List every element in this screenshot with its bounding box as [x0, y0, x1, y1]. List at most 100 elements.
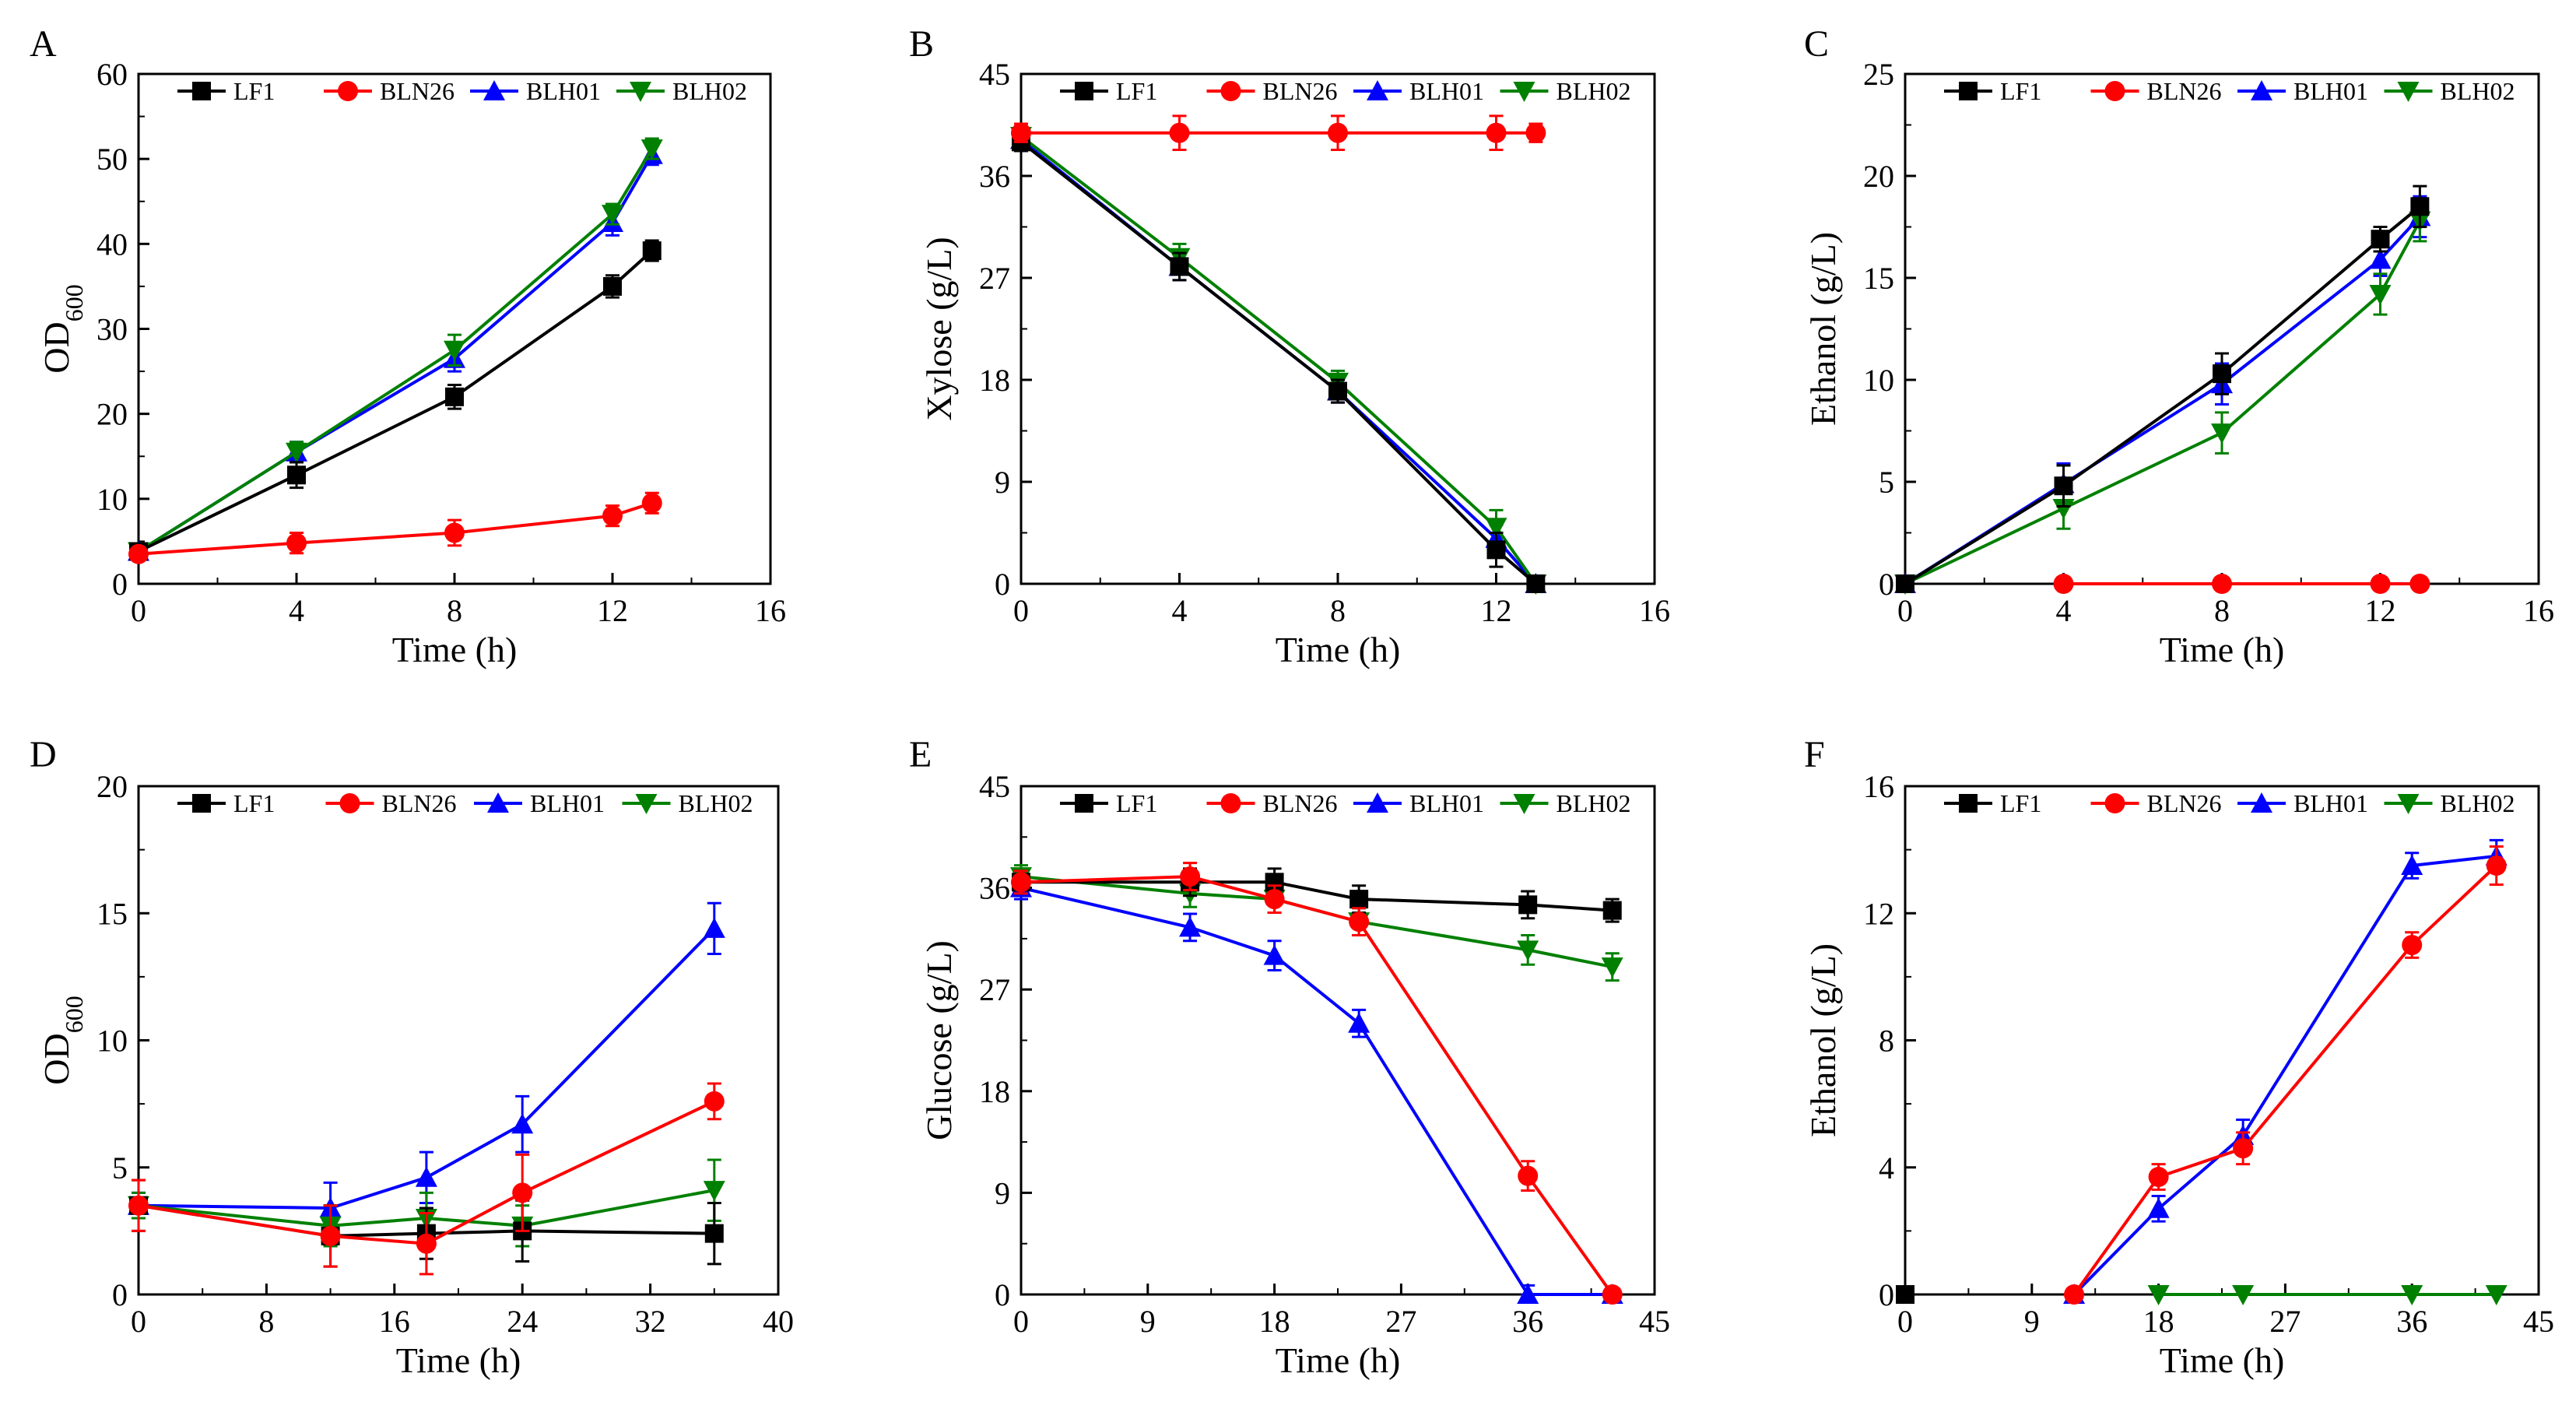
panel-c-x-tick-label: 16	[2523, 593, 2554, 628]
panel-c-y-tick-label: 5	[1879, 465, 1894, 500]
panel-b-legend: LF1 BLN26 BLH01 BLH02	[1060, 77, 1631, 105]
panel-d-legend-label: BLN26	[382, 789, 457, 817]
panel-f-blh02-point	[2147, 1285, 2170, 1305]
panel-a-bln26-line	[138, 501, 653, 556]
panel-a-letter: A	[30, 23, 57, 65]
panel-a-blh01-line	[137, 153, 654, 553]
panel-f-y-axis-title: Ethanol (g/L)	[1803, 943, 1843, 1137]
panel-e-y-tick-label: 45	[979, 769, 1010, 804]
panel-e-x-axis-title: Time (h)	[1276, 1340, 1401, 1380]
panel-e: E 0 9 18 27 36 45 0 9 18 27 36 45 Time (h) Glucose (g/…	[909, 734, 1670, 1380]
panel-f-series-bln26	[2064, 845, 2507, 1305]
panel-a-legend-marker	[338, 81, 358, 101]
panel-c-lf1-point	[1896, 574, 1914, 593]
panel-c-bln26-point	[2053, 574, 2074, 594]
panel-d-axes-frame	[137, 785, 780, 1296]
panel-f-x-tick-label: 18	[2143, 1304, 2174, 1339]
panel-b-bln26-point	[1486, 122, 1507, 143]
panel-f-legend-label: BLH02	[2441, 789, 2515, 817]
panel-d-legend-marker	[339, 793, 360, 813]
panel-c-bln26-point	[2212, 574, 2232, 594]
panel-a-legend-label: BLH01	[526, 77, 601, 105]
panel-e-lf1-point	[1518, 895, 1538, 915]
panel-f-bln26-point	[2064, 1284, 2085, 1305]
panel-d-y-axis-title: OD600	[37, 996, 88, 1084]
panel-e-series-lf1	[1012, 867, 1622, 923]
panel-e-bln26-point	[1180, 866, 1201, 887]
panel-a: A 0 4 8 12 16 0 10 20 30 40 50 60 Time (h) OD600 LF1 BLN…	[30, 23, 786, 669]
panel-a-legend-marker	[630, 82, 651, 102]
panel-a-legend-marker	[483, 80, 505, 100]
panel-f-x-tick-label: 9	[2024, 1304, 2040, 1339]
panel-b-y-tick-label: 36	[979, 159, 1010, 194]
panel-e-legend-marker	[1075, 794, 1093, 813]
panel-e-legend-marker	[1513, 794, 1535, 814]
panel-e-bln26-point	[1518, 1165, 1539, 1186]
panel-b-x-tick-label: 8	[1330, 593, 1346, 628]
panel-d-legend-marker	[192, 794, 211, 813]
panel-b-letter: B	[909, 23, 934, 65]
panel-b-legend-marker	[1367, 80, 1388, 100]
panel-c-x-tick-label: 12	[2365, 593, 2396, 628]
panel-d-bln26-point	[512, 1182, 533, 1203]
panel-e-legend-label: BLH02	[1556, 789, 1631, 817]
panel-d-x-tick-label: 16	[379, 1304, 410, 1339]
panel-c-lf1-point	[2054, 476, 2073, 496]
panel-a-legend-label: BLN26	[380, 77, 454, 105]
panel-b-x-tick-label: 0	[1013, 593, 1029, 628]
panel-a-x-tick-label: 12	[597, 593, 628, 628]
panel-c-blh02-line	[1904, 220, 2422, 585]
panel-e-x-tick-label: 27	[1385, 1304, 1416, 1339]
panel-e-bln26-point	[1349, 911, 1370, 933]
panel-e-x-tick-label: 18	[1259, 1304, 1290, 1339]
panel-f-blh02-point	[2401, 1285, 2423, 1305]
panel-a-y-tick-label: 30	[97, 312, 128, 347]
panel-f-legend-label: LF1	[2000, 789, 2041, 817]
panel-f-blh01-point	[2401, 855, 2423, 876]
panel-c-legend-label: BLH01	[2293, 77, 2368, 105]
panel-f-x-axis-title: Time (h)	[2160, 1340, 2285, 1380]
panel-b-y-tick-label: 27	[979, 261, 1010, 296]
panel-d-legend-marker	[635, 794, 658, 814]
panel-f-legend-marker	[1959, 794, 1978, 813]
panel-d-x-tick-label: 40	[763, 1304, 794, 1339]
panel-b-blh01-line	[1020, 138, 1537, 585]
panel-a-blh02-point	[444, 340, 465, 361]
panel-e-blh01-point	[1263, 944, 1286, 965]
panel-a-series-bln26	[128, 491, 662, 564]
panel-f-legend-label: BLN26	[2147, 789, 2222, 817]
panel-c-legend-marker	[2397, 82, 2420, 102]
panel-c-x-tick-label: 8	[2214, 593, 2230, 628]
panel-c-legend-marker	[1959, 82, 1978, 100]
panel-d-blh02-point	[703, 1181, 725, 1202]
panel-d-blh01-point	[511, 1113, 534, 1134]
panel-f-lf1-point	[1896, 1285, 1914, 1304]
panel-d-series-bln26	[128, 1082, 725, 1276]
panel-e-bln26-line	[1020, 875, 1614, 1296]
panel-e-legend-marker	[1367, 792, 1388, 813]
panel-b-y-axis-title: Xylose (g/L)	[919, 237, 959, 420]
panel-e-y-axis-title: Glucose (g/L)	[919, 940, 959, 1140]
panel-c-x-axis-title: Time (h)	[2160, 630, 2285, 669]
panel-d-blh01-point	[703, 917, 725, 938]
panel-a-lf1-point	[445, 387, 464, 406]
panel-b: B 0 4 8 12 16 0 9 18 27 36 45 Time (h) Xylose (g/L) LF…	[909, 23, 1670, 669]
panel-b-legend-marker	[1220, 81, 1241, 101]
panel-f-blh02-point	[2485, 1285, 2508, 1305]
panel-c-bln26-point	[2370, 574, 2391, 594]
panel-e-blh01-line	[1020, 886, 1613, 1296]
panel-b-legend-label: BLH01	[1409, 77, 1484, 105]
panel-e-x-tick-label: 0	[1013, 1304, 1029, 1339]
panel-c-lf1-point	[2410, 197, 2430, 216]
panel-c-y-tick-label: 20	[1863, 159, 1894, 194]
panel-d-bln26-point	[320, 1225, 341, 1246]
panel-f-series-blh01	[2063, 838, 2508, 1304]
panel-b-lf1-point	[1170, 257, 1189, 276]
panel-c-blh01-point	[2369, 248, 2392, 269]
panel-a-series-blh01	[128, 143, 663, 561]
panel-a-legend-label: BLH02	[672, 77, 747, 105]
panel-f-legend-marker	[2251, 792, 2272, 813]
panel-e-lf1-point	[1349, 890, 1369, 909]
panel-a-legend-marker	[192, 82, 211, 100]
panel-c-lf1-point	[2371, 230, 2390, 249]
